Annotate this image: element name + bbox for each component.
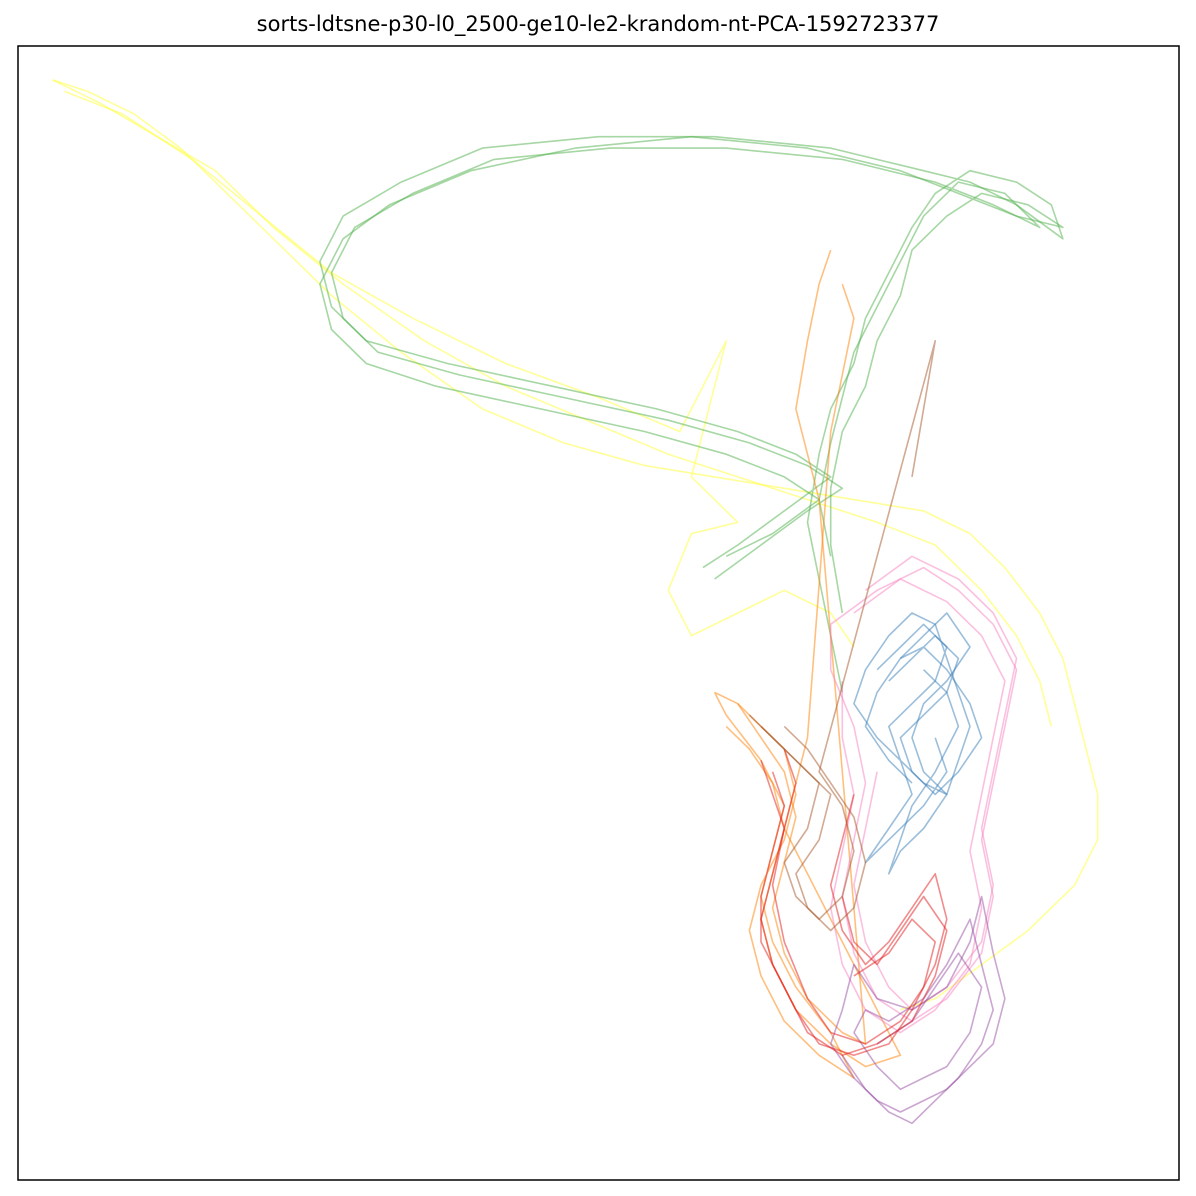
series-1-trajectory-0	[319, 135, 1064, 693]
series-3-trajectory-2	[888, 612, 971, 875]
series-4-trajectory-2	[853, 555, 1018, 1011]
series-layer	[52, 79, 1099, 1125]
series-6-trajectory-1	[760, 771, 948, 1057]
series-4-trajectory-0	[829, 566, 1018, 1022]
series-3	[853, 612, 983, 875]
series-1-trajectory-1	[330, 147, 1041, 580]
series-7-trajectory-1	[748, 340, 936, 920]
series-4-trajectory-1	[829, 578, 1006, 1034]
series-4	[829, 555, 1018, 1034]
series-5-trajectory-1	[841, 918, 994, 1125]
series-0-trajectory-0	[52, 79, 1099, 1011]
series-0-trajectory-1	[52, 79, 1053, 727]
series-2-trajectory-1	[725, 283, 902, 1068]
series-5-trajectory-0	[829, 895, 1006, 1113]
series-5-trajectory-2	[853, 952, 983, 1091]
series-0	[52, 79, 1099, 1011]
series-2	[713, 249, 902, 1079]
series-1	[319, 135, 1064, 693]
chart-title: sorts-ldtsne-p30-l0_2500-ge10-le2-krando…	[256, 12, 940, 36]
series-5	[829, 895, 1006, 1125]
series-1-trajectory-2	[319, 135, 1064, 614]
plot-frame	[17, 45, 1180, 1181]
series-6-trajectory-2	[771, 748, 936, 1045]
series-6-trajectory-0	[760, 760, 948, 1057]
series-6	[760, 748, 948, 1057]
series-7-trajectory-0	[760, 725, 867, 932]
series-3-trajectory-1	[864, 634, 983, 796]
series-2-trajectory-2	[737, 249, 867, 1045]
series-7	[748, 340, 936, 932]
series-0-trajectory-2	[64, 90, 855, 648]
